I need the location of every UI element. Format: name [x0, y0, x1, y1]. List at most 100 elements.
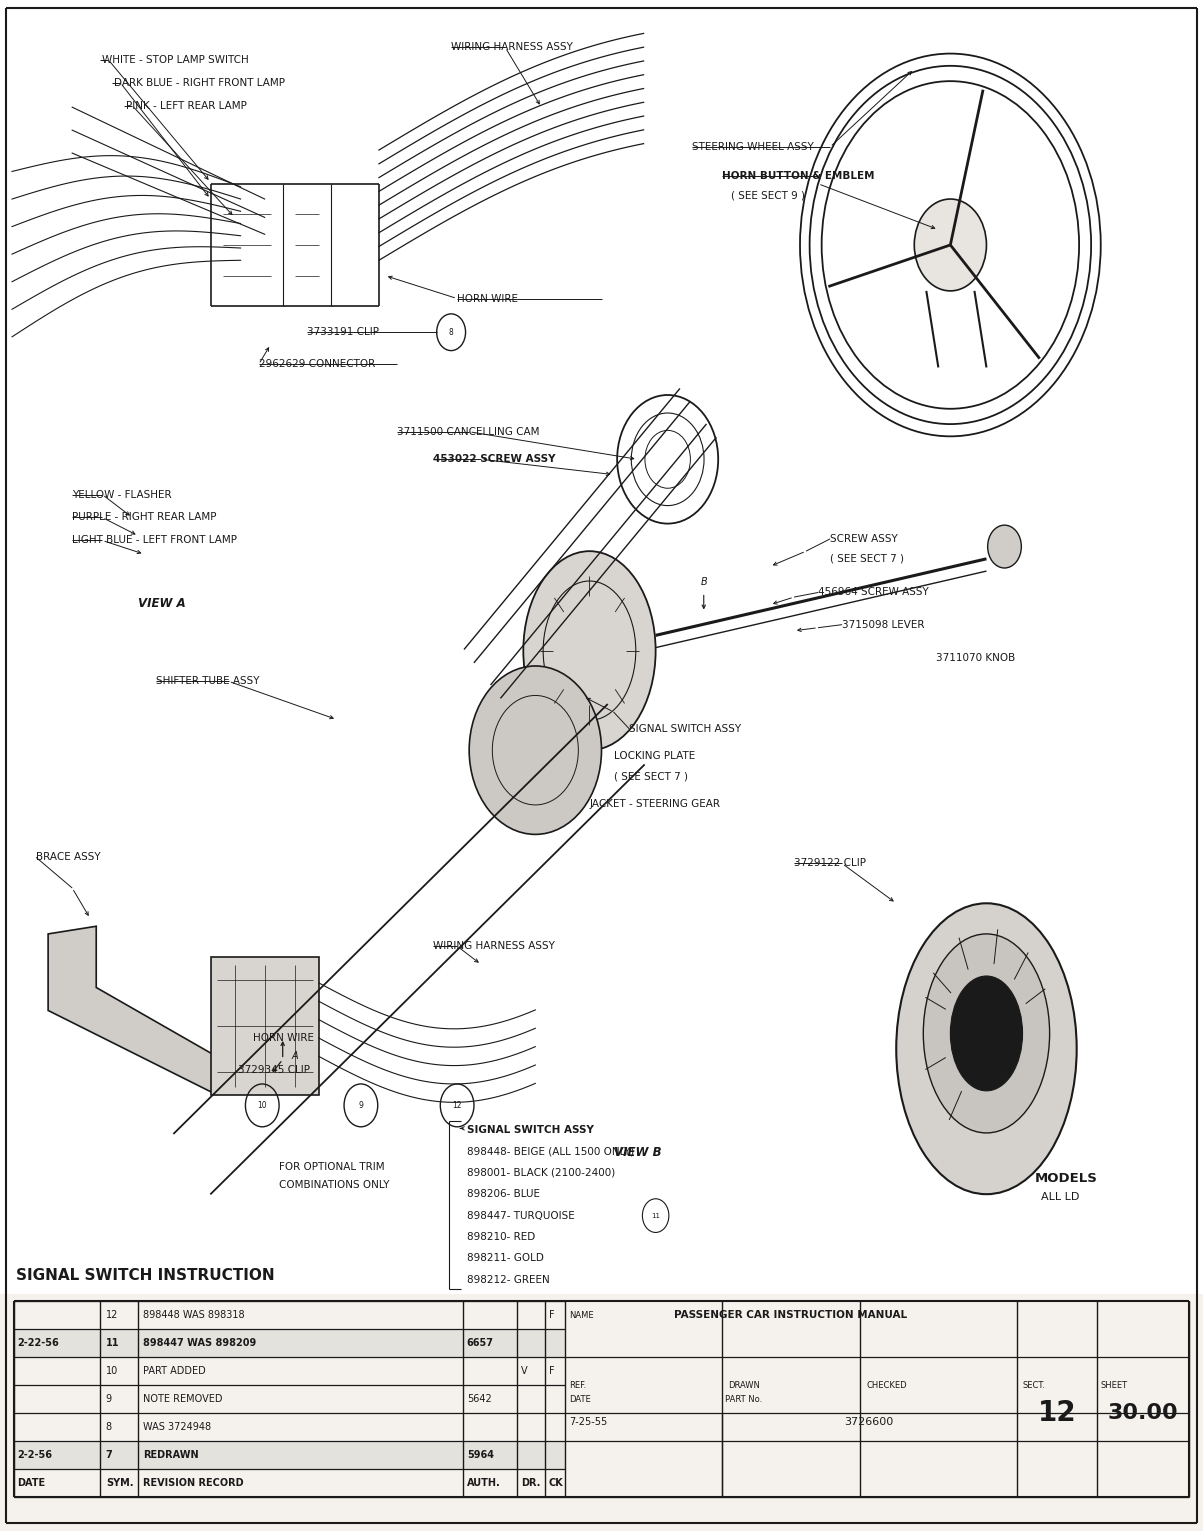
Text: 3729122 CLIP: 3729122 CLIP — [794, 859, 866, 868]
Text: DARK BLUE - RIGHT FRONT LAMP: DARK BLUE - RIGHT FRONT LAMP — [114, 78, 285, 87]
Text: JACKET - STEERING GEAR: JACKET - STEERING GEAR — [589, 799, 721, 808]
Text: MODELS: MODELS — [1035, 1173, 1097, 1185]
Text: AUTH.: AUTH. — [467, 1479, 500, 1488]
Text: 3715098 LEVER: 3715098 LEVER — [842, 620, 925, 629]
Text: HORN WIRE: HORN WIRE — [253, 1033, 314, 1043]
FancyBboxPatch shape — [0, 0, 1203, 1294]
Circle shape — [988, 525, 1021, 568]
Text: 3729345 CLIP: 3729345 CLIP — [238, 1066, 310, 1075]
Text: 7-25-55: 7-25-55 — [569, 1416, 608, 1427]
Text: WAS 3724948: WAS 3724948 — [143, 1422, 212, 1433]
Text: WIRING HARNESS ASSY: WIRING HARNESS ASSY — [451, 43, 573, 52]
Text: HORN BUTTON & EMBLEM: HORN BUTTON & EMBLEM — [722, 171, 875, 181]
Text: BRACE ASSY: BRACE ASSY — [36, 853, 101, 862]
Text: SIGNAL SWITCH ASSY: SIGNAL SWITCH ASSY — [629, 724, 741, 733]
Text: 5642: 5642 — [467, 1395, 492, 1404]
Ellipse shape — [923, 934, 1049, 1133]
Text: CHECKED: CHECKED — [866, 1381, 907, 1390]
Text: 2-22-56: 2-22-56 — [17, 1338, 59, 1349]
Text: SIGNAL SWITCH ASSY: SIGNAL SWITCH ASSY — [467, 1125, 593, 1134]
Text: 8: 8 — [106, 1422, 112, 1433]
Text: DR.: DR. — [521, 1479, 540, 1488]
Text: 898206- BLUE: 898206- BLUE — [467, 1190, 540, 1199]
Text: F: F — [549, 1366, 555, 1376]
FancyBboxPatch shape — [14, 1329, 565, 1358]
Text: 898448 WAS 898318: 898448 WAS 898318 — [143, 1311, 244, 1320]
Text: LOCKING PLATE: LOCKING PLATE — [614, 752, 695, 761]
Text: SHEET: SHEET — [1101, 1381, 1128, 1390]
Text: 456964 SCREW ASSY: 456964 SCREW ASSY — [818, 588, 929, 597]
Text: SYM.: SYM. — [106, 1479, 134, 1488]
FancyBboxPatch shape — [211, 957, 319, 1095]
Text: 898447- TURQUOISE: 898447- TURQUOISE — [467, 1211, 575, 1220]
Text: REF.: REF. — [569, 1381, 586, 1390]
Text: ALL LD: ALL LD — [1041, 1193, 1079, 1202]
Text: NAME: NAME — [569, 1311, 593, 1320]
Text: SIGNAL SWITCH INSTRUCTION: SIGNAL SWITCH INSTRUCTION — [16, 1268, 274, 1283]
Text: 11: 11 — [651, 1213, 660, 1219]
Text: 5964: 5964 — [467, 1450, 493, 1461]
Text: 3726600: 3726600 — [845, 1416, 894, 1427]
Ellipse shape — [950, 977, 1023, 1090]
Text: 3733191 CLIP: 3733191 CLIP — [307, 328, 379, 337]
Text: LIGHT BLUE - LEFT FRONT LAMP: LIGHT BLUE - LEFT FRONT LAMP — [72, 536, 237, 545]
Text: V: V — [521, 1366, 528, 1376]
Text: NOTE REMOVED: NOTE REMOVED — [143, 1395, 223, 1404]
Text: SECT.: SECT. — [1023, 1381, 1045, 1390]
Text: PART No.: PART No. — [725, 1395, 763, 1404]
Text: 2962629 CONNECTOR: 2962629 CONNECTOR — [259, 360, 375, 369]
Text: B: B — [700, 577, 707, 586]
Text: SCREW ASSY: SCREW ASSY — [830, 534, 897, 544]
FancyBboxPatch shape — [14, 1441, 565, 1470]
Text: 9: 9 — [358, 1101, 363, 1110]
Text: 898211- GOLD: 898211- GOLD — [467, 1254, 544, 1263]
Text: 3711070 KNOB: 3711070 KNOB — [936, 654, 1015, 663]
Text: VIEW B: VIEW B — [614, 1147, 662, 1159]
Text: ( SEE SECT 9 ): ( SEE SECT 9 ) — [731, 191, 806, 201]
Text: 898210- RED: 898210- RED — [467, 1232, 535, 1242]
Text: YELLOW - FLASHER: YELLOW - FLASHER — [72, 490, 172, 499]
Text: 2-2-56: 2-2-56 — [17, 1450, 52, 1461]
Text: DATE: DATE — [17, 1479, 45, 1488]
Text: 11: 11 — [106, 1338, 119, 1349]
Text: 898212- GREEN: 898212- GREEN — [467, 1275, 550, 1285]
Polygon shape — [48, 926, 217, 1095]
Text: 10: 10 — [106, 1366, 118, 1376]
Text: DRAWN: DRAWN — [728, 1381, 759, 1390]
Text: WHITE - STOP LAMP SWITCH: WHITE - STOP LAMP SWITCH — [102, 55, 249, 64]
Text: 9: 9 — [106, 1395, 112, 1404]
Text: COMBINATIONS ONLY: COMBINATIONS ONLY — [279, 1180, 390, 1190]
Text: DATE: DATE — [569, 1395, 591, 1404]
Text: REDRAWN: REDRAWN — [143, 1450, 198, 1461]
Text: 3711500 CANCELLING CAM: 3711500 CANCELLING CAM — [397, 427, 539, 436]
Text: WIRING HARNESS ASSY: WIRING HARNESS ASSY — [433, 942, 555, 951]
Ellipse shape — [896, 903, 1077, 1194]
Text: A: A — [291, 1052, 298, 1061]
Circle shape — [914, 199, 986, 291]
Text: ( SEE SECT 7 ): ( SEE SECT 7 ) — [614, 772, 688, 781]
Text: FOR OPTIONAL TRIM: FOR OPTIONAL TRIM — [279, 1162, 385, 1171]
Text: PURPLE - RIGHT REAR LAMP: PURPLE - RIGHT REAR LAMP — [72, 513, 217, 522]
Text: PASSENGER CAR INSTRUCTION MANUAL: PASSENGER CAR INSTRUCTION MANUAL — [675, 1311, 907, 1320]
Text: REVISION RECORD: REVISION RECORD — [143, 1479, 244, 1488]
Text: 12: 12 — [1037, 1399, 1077, 1427]
Text: PINK - LEFT REAR LAMP: PINK - LEFT REAR LAMP — [126, 101, 247, 110]
Text: 7: 7 — [106, 1450, 113, 1461]
Text: 12: 12 — [106, 1311, 118, 1320]
Text: 898447 WAS 898209: 898447 WAS 898209 — [143, 1338, 256, 1349]
Ellipse shape — [523, 551, 656, 750]
Text: CK: CK — [549, 1479, 563, 1488]
Text: 453022 SCREW ASSY: 453022 SCREW ASSY — [433, 455, 556, 464]
Text: 898001- BLACK (2100-2400): 898001- BLACK (2100-2400) — [467, 1168, 615, 1177]
Text: 10: 10 — [257, 1101, 267, 1110]
Text: 12: 12 — [452, 1101, 462, 1110]
Text: SHIFTER TUBE ASSY: SHIFTER TUBE ASSY — [156, 677, 260, 686]
Text: VIEW A: VIEW A — [138, 597, 186, 609]
Text: PART ADDED: PART ADDED — [143, 1366, 206, 1376]
Text: ( SEE SECT 7 ): ( SEE SECT 7 ) — [830, 554, 905, 563]
Text: 30.00: 30.00 — [1108, 1404, 1178, 1424]
Text: F: F — [549, 1311, 555, 1320]
Text: 8: 8 — [449, 328, 454, 337]
Text: HORN WIRE: HORN WIRE — [457, 294, 518, 303]
Text: 898448- BEIGE (ALL 1500 ONLY): 898448- BEIGE (ALL 1500 ONLY) — [467, 1147, 634, 1156]
